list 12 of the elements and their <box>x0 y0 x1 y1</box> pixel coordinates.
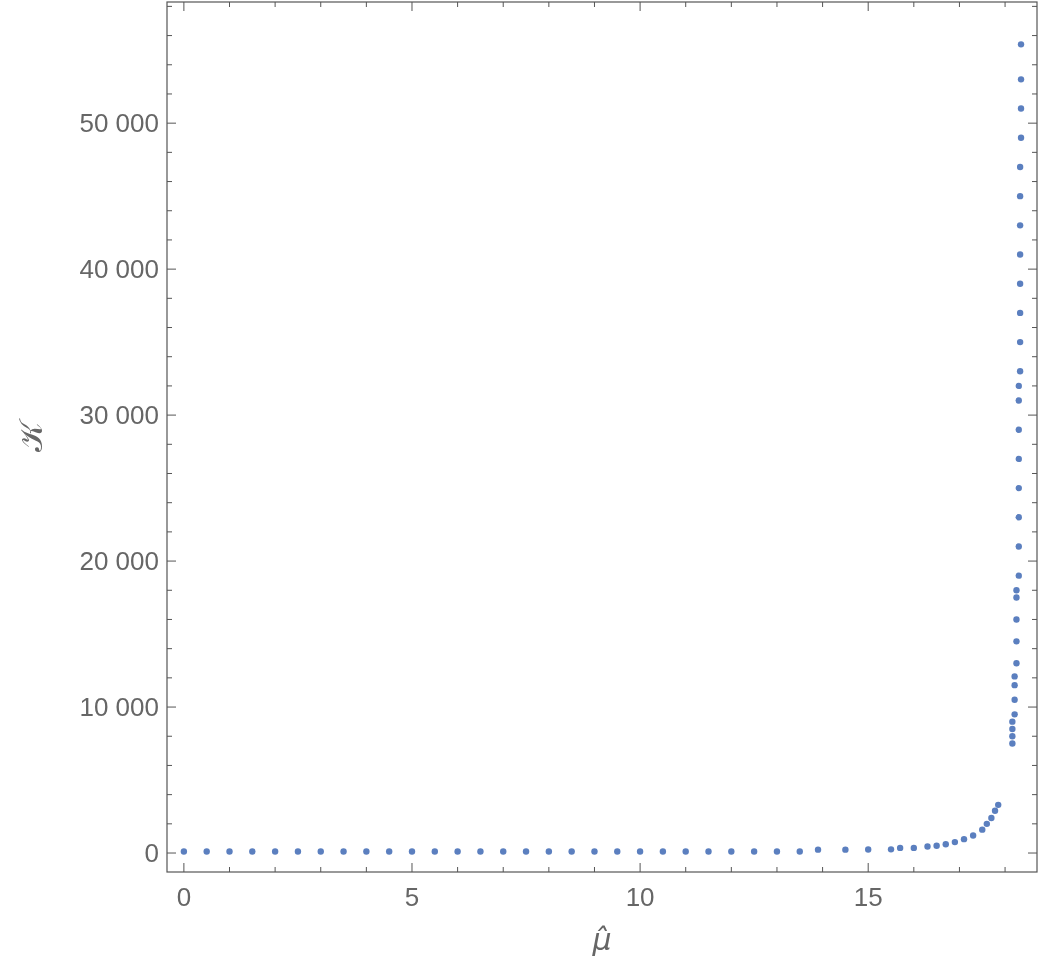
x-tick-label: 15 <box>853 882 883 912</box>
x-tick-label: 0 <box>176 882 192 912</box>
y-axis-title: 𝒦 <box>13 418 49 452</box>
y-tick-label: 10 000 <box>79 692 159 723</box>
x-axis-title: μ̂ <box>591 922 612 957</box>
y-tick-label: 20 000 <box>79 546 159 577</box>
y-tick-label: 0 <box>144 838 159 869</box>
x-tick-label: 10 <box>625 882 655 912</box>
y-tick-label: 40 000 <box>79 254 159 285</box>
y-tick-label: 50 000 <box>79 108 159 139</box>
x-tick-label: 5 <box>404 882 420 912</box>
y-tick-label: 30 000 <box>79 400 159 431</box>
